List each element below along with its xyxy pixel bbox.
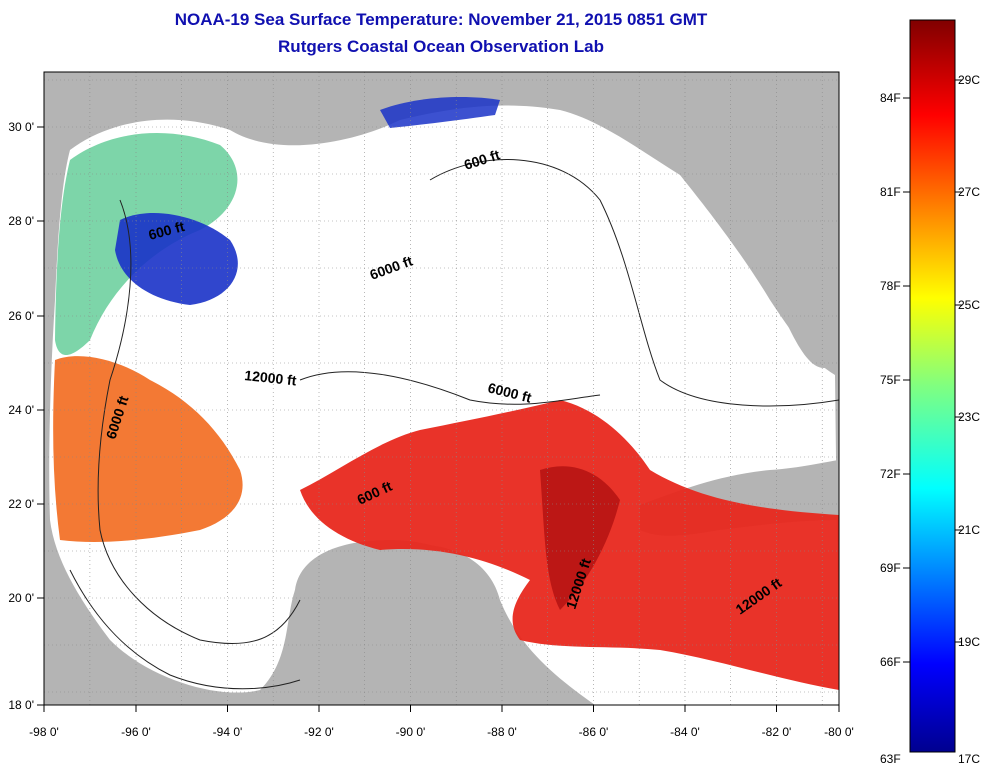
map-frame [43, 71, 840, 706]
x-tick-label: -84 0' [670, 725, 700, 739]
sst-hot-core [540, 466, 620, 610]
x-tick-label: -90 0' [396, 725, 426, 739]
x-tick-label: -92 0' [304, 725, 334, 739]
bathymetry-contours [69, 159, 839, 690]
colorbar-f-label: 75F [880, 373, 901, 387]
colorbar-f-label: 69F [880, 561, 901, 575]
x-tick-label: -94 0' [213, 725, 243, 739]
x-tick-label: -80 0' [824, 725, 854, 739]
map-title: NOAA-19 Sea Surface Temperature: Novembe… [174, 10, 708, 29]
sst-coastal-cold [380, 97, 500, 128]
y-tick-label: 30 0' [8, 120, 34, 134]
colorbar-ticks [903, 79, 962, 663]
y-tick-label: 20 0' [8, 591, 34, 605]
colorbar-c-label: 19C [958, 635, 980, 649]
colorbar [909, 19, 956, 753]
colorbar-c-label: 17C [958, 752, 980, 766]
colorbar-f-label: 63F [880, 752, 901, 766]
florida-land [748, 90, 839, 369]
colorbar-f-label: 84F [880, 91, 901, 105]
x-tick-label: -98 0' [29, 725, 59, 739]
sst-cold-patch [115, 212, 238, 305]
colorbar-c-label: 27C [958, 185, 980, 199]
x-tick-label: -86 0' [579, 725, 609, 739]
colorbar-f-label: 81F [880, 185, 901, 199]
tick-marks [37, 126, 840, 712]
map-subtitle: Rutgers Coastal Ocean Observation Lab [278, 37, 604, 56]
colorbar-f-label: 72F [880, 467, 901, 481]
colorbar-c-label: 29C [958, 73, 980, 87]
contour-label-12000ft-central: 12000 ft [244, 367, 298, 388]
colorbar-f-label: 78F [880, 279, 901, 293]
y-tick-label: 18 0' [8, 698, 34, 712]
y-tick-label: 26 0' [8, 309, 34, 323]
colorbar-c-label: 25C [958, 298, 980, 312]
colorbar-c-label: 23C [958, 410, 980, 424]
y-tick-label: 22 0' [8, 497, 34, 511]
graticule [44, 72, 839, 705]
x-tick-label: -82 0' [762, 725, 792, 739]
colorbar-f-label: 66F [880, 655, 901, 669]
yucatan-land [291, 540, 500, 705]
x-tick-label: -96 0' [121, 725, 151, 739]
y-tick-label: 24 0' [8, 403, 34, 417]
sst-west-warm [53, 356, 243, 542]
colorbar-c-label: 21C [958, 523, 980, 537]
y-tick-label: 28 0' [8, 214, 34, 228]
x-tick-label: -88 0' [487, 725, 517, 739]
